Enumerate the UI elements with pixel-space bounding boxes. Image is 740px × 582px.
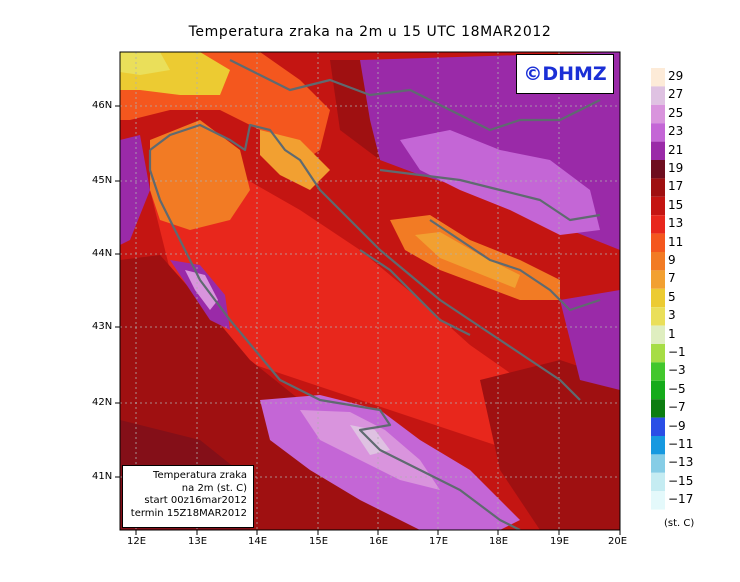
legend-units: (st. C) [664, 518, 695, 529]
legend-swatch-minus15 [651, 472, 665, 492]
info-line-4: termin 15Z18MAR2012 [130, 507, 247, 519]
field-yellow-dinaric [415, 232, 520, 288]
legend-swatch-minus5 [651, 380, 665, 400]
legend-swatch-25 [651, 104, 665, 124]
legend-label-17: 17 [668, 179, 684, 194]
legend-label-7: 7 [668, 271, 676, 286]
coastlines [148, 59, 601, 530]
legend-colorbar [651, 68, 665, 510]
y-tick-46n: 46N [92, 100, 113, 111]
legend-swatch-1 [651, 325, 665, 344]
y-tick-43n: 43N [92, 321, 113, 332]
legend-label-minus15: −15 [668, 473, 694, 488]
field-orange-istria [150, 120, 250, 230]
legend-label-1: 1 [668, 326, 676, 341]
field-purple-se [560, 290, 620, 390]
field-purple-west [120, 135, 150, 245]
legend-swatch-23 [651, 123, 665, 142]
x-tick-14e: 14E [248, 536, 268, 547]
legend-label-minus13: −13 [668, 455, 694, 470]
legend-label-5: 5 [668, 289, 676, 304]
legend-swatch-7 [651, 270, 665, 289]
legend-label-minus7: −7 [668, 400, 686, 415]
legend-swatch-3 [651, 307, 665, 326]
legend-swatch-minus7 [651, 399, 665, 418]
info-box: Temperatura zraka na 2m (st. C) start 00… [122, 465, 254, 528]
legend-swatch-minus13 [651, 454, 665, 473]
info-line-2: na 2m (st. C) [181, 482, 247, 494]
x-tick-20e: 20E [608, 536, 628, 547]
legend-label-11: 11 [668, 234, 684, 249]
legend-swatch-9 [651, 252, 665, 271]
legend-label-29: 29 [668, 69, 684, 83]
legend-swatch-minus1 [651, 344, 665, 363]
legend-swatch-19 [651, 160, 665, 179]
field-violet-east [400, 130, 600, 235]
field-pale-nw [120, 52, 170, 75]
legend-label-21: 21 [668, 142, 684, 157]
info-line-3: start 00z16mar2012 [144, 495, 247, 506]
x-tick-19e: 19E [550, 536, 570, 547]
x-tick-17e: 17E [429, 536, 449, 547]
legend-swatch-minus17 [651, 491, 665, 510]
legend-swatch-29 [651, 68, 665, 87]
field-dark-3 [480, 360, 620, 530]
dhmz-logo: ©DHMZ [516, 54, 614, 94]
legend-label-15: 15 [668, 197, 684, 212]
y-tick-41n: 41N [92, 471, 113, 482]
legend-label-19: 19 [668, 161, 684, 175]
legend-label-minus3: −3 [668, 363, 686, 378]
x-tick-15e: 15E [309, 536, 329, 547]
legend-swatch-21 [651, 141, 665, 160]
map-frame [119, 51, 621, 531]
field-adriatic [150, 170, 570, 470]
graticule [120, 52, 620, 530]
x-tick-18e: 18E [489, 536, 509, 547]
legend-swatch-13 [651, 215, 665, 234]
legend-swatch-15 [651, 196, 665, 216]
legend-label-9: 9 [668, 253, 676, 267]
legend-swatch-11 [651, 233, 665, 252]
legend-label-13: 13 [668, 216, 684, 231]
legend-label-27: 27 [668, 87, 684, 102]
legend-label-minus9: −9 [668, 418, 686, 433]
legend-swatch-minus3 [651, 362, 665, 381]
legend-label-minus1: −1 [668, 345, 686, 359]
legend-label-25: 25 [668, 105, 684, 120]
legend-label-minus17: −17 [668, 492, 694, 507]
info-line-1: Temperatura zraka [153, 470, 247, 481]
legend-swatch-minus11 [651, 436, 665, 455]
x-tick-16e: 16E [369, 536, 389, 547]
y-tick-45n: 45N [92, 175, 113, 186]
legend-label-23: 23 [668, 124, 684, 139]
legend-label-3: 3 [668, 308, 676, 323]
legend-label-minus5: −5 [668, 381, 686, 396]
x-tick-12e: 12E [127, 536, 147, 547]
legend-swatch-5 [651, 288, 665, 308]
y-tick-44n: 44N [92, 248, 113, 259]
field-apennine-light [185, 270, 218, 310]
legend-swatch-minus9 [651, 417, 665, 436]
x-tick-13e: 13E [188, 536, 208, 547]
legend-label-minus11: −11 [668, 437, 694, 451]
y-tick-42n: 42N [92, 397, 113, 408]
field-orange-kvarner [260, 130, 330, 190]
legend-swatch-17 [651, 178, 665, 197]
legend-swatch-27 [651, 86, 665, 105]
map-title: Temperatura zraka na 2m u 15 UTC 18MAR20… [188, 24, 552, 40]
